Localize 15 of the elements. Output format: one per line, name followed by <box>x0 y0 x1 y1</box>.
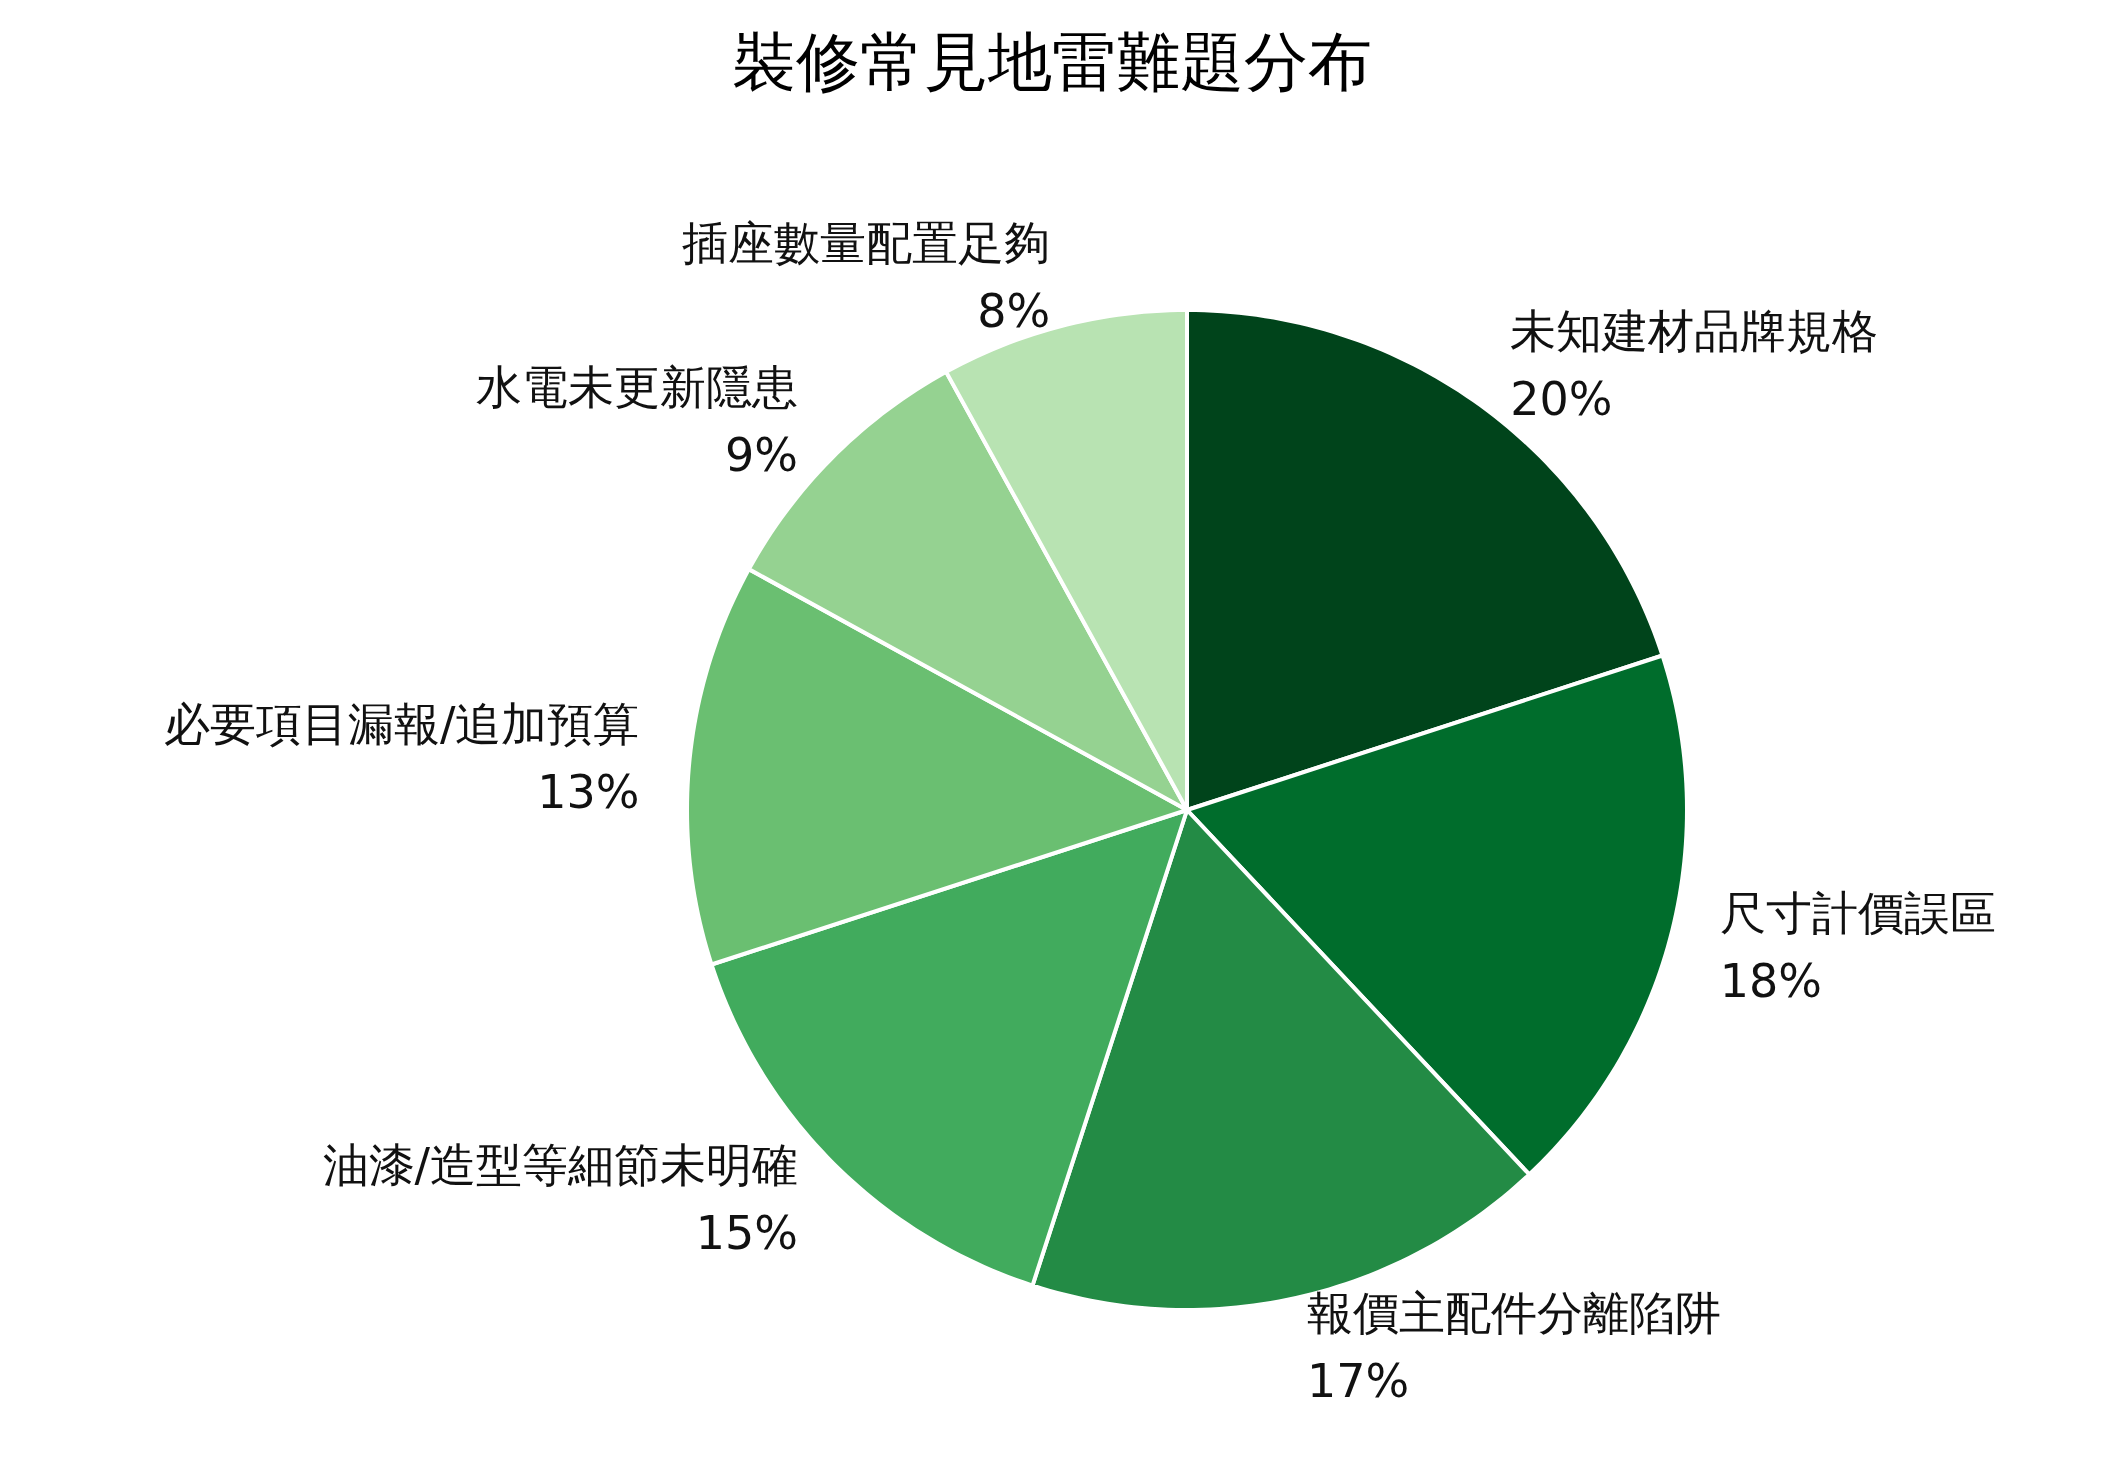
slice-label: 水電未更新隱患 <box>476 360 799 415</box>
data-label: 13% <box>537 765 640 820</box>
slice-label: 油漆/造型等細節未明確 <box>322 1137 799 1192</box>
data-label: 17% <box>1306 1353 1410 1408</box>
data-label: 15% <box>695 1205 799 1260</box>
data-label: 20% <box>1510 372 1613 427</box>
data-label: 18% <box>1719 953 1822 1008</box>
chart-title: 裝修常見地雷難題分布 <box>731 25 1372 99</box>
slice-label: 尺寸計價誤區 <box>1719 885 1996 940</box>
slice-label: 未知建材品牌規格 <box>1510 304 1879 359</box>
slice-label: 報價主配件分離陷阱 <box>1306 1285 1721 1340</box>
slice-label: 必要項目漏報/追加預算 <box>163 697 640 752</box>
data-label: 8% <box>977 284 1051 339</box>
data-label: 9% <box>725 428 799 483</box>
slice-label: 插座數量配置足夠 <box>682 216 1051 271</box>
